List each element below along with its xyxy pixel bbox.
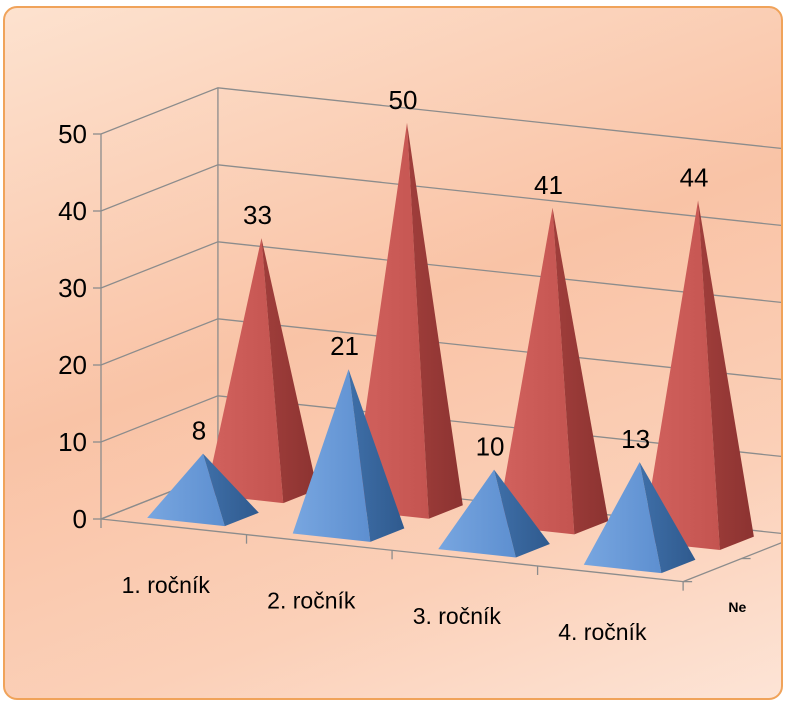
y-tick-label: 50 — [58, 119, 87, 149]
pyramid-side-face — [639, 462, 696, 574]
pyramid-bar — [147, 453, 259, 527]
gridline — [100, 87, 781, 150]
pyramid-front-face — [642, 200, 720, 551]
pyramid-side-face — [406, 122, 463, 519]
pyramid-side-face — [552, 207, 609, 535]
y-tick-label: 40 — [58, 196, 87, 226]
pyramid-front-face — [583, 462, 662, 574]
y-tick-label: 10 — [58, 427, 87, 457]
pyramid-front-face — [438, 469, 516, 558]
pyramid-bar — [642, 200, 754, 551]
data-label: 10 — [476, 432, 505, 462]
data-label: 50 — [389, 85, 418, 115]
y-tick-label: 20 — [58, 350, 87, 380]
category-label: 4. ročník — [558, 619, 647, 645]
data-label: 33 — [243, 200, 272, 230]
floor-edge — [682, 542, 781, 583]
pyramid-bar — [438, 469, 550, 558]
category-label: 2. ročník — [267, 587, 356, 613]
pyramid-front-face — [351, 122, 429, 519]
pyramid-chart: 0 10 20 30 40 50 1. ročník 2. ročník 3. ročník 4.… — [58, 85, 781, 645]
pyramid-side-face — [494, 469, 550, 558]
chart-frame: 0 10 20 30 40 50 1. ročník 2. ročník 3. ročník 4.… — [3, 6, 783, 700]
data-label: 21 — [330, 331, 359, 361]
pyramid-side-face — [348, 369, 405, 542]
pyramid-bar — [496, 207, 609, 535]
data-label: 41 — [534, 170, 563, 200]
pyramid-front-face — [292, 369, 371, 542]
category-label: 3. ročník — [413, 603, 502, 629]
pyramid-front-face — [205, 238, 284, 504]
gridline — [100, 241, 781, 304]
data-label: 44 — [680, 162, 709, 192]
y-tick-label: 0 — [73, 504, 87, 534]
data-label: 13 — [621, 424, 650, 454]
category-label: 1. ročník — [122, 572, 211, 598]
pyramid-bar — [292, 369, 405, 542]
series-label: Ne — [728, 599, 746, 615]
pyramid-side-face — [261, 238, 318, 504]
pyramid-bar — [351, 122, 463, 519]
data-label: 8 — [192, 416, 206, 446]
pyramid-front-face — [496, 207, 575, 535]
pyramid-bar — [583, 462, 696, 574]
pyramid-side-face — [202, 453, 259, 527]
y-tick-label: 30 — [58, 273, 87, 303]
pyramid-bar — [205, 238, 318, 504]
pyramid-side-face — [698, 200, 754, 551]
pyramid-front-face — [147, 453, 225, 527]
